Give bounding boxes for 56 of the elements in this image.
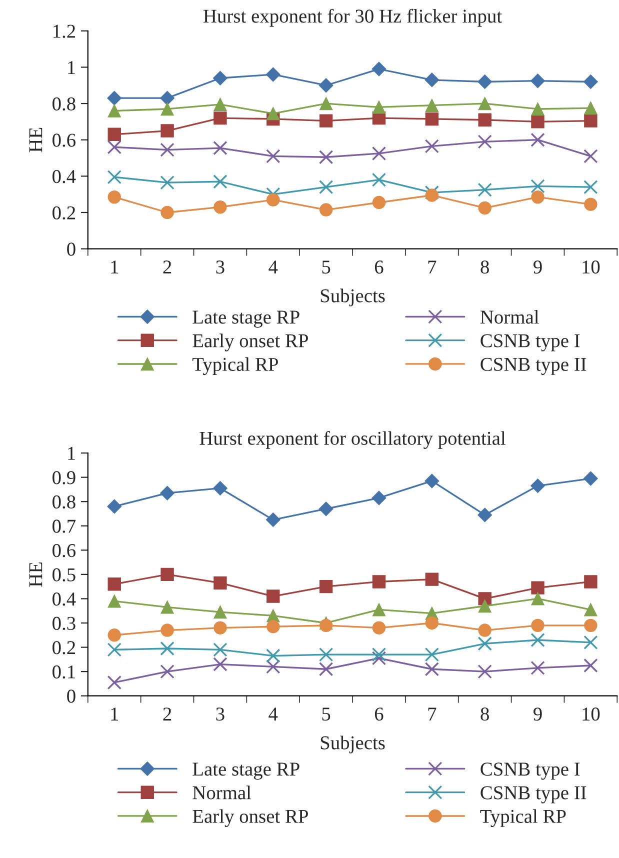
legend-label: Normal	[192, 786, 252, 800]
legend-label: CSNB type II	[480, 786, 586, 804]
y-tick-label: 0.8	[52, 495, 76, 509]
y-axis-title: HE	[29, 562, 42, 587]
x-tick-label: 9	[534, 708, 542, 721]
y-tick-label: 0.3	[52, 616, 76, 630]
x-tick-label: 5	[322, 708, 330, 721]
x-tick-label: 3	[216, 708, 224, 721]
y-tick-label: 0.5	[52, 568, 76, 582]
x-tick-label: 1	[111, 260, 118, 274]
legend-label: Late stage RP	[192, 310, 300, 328]
x-axis-title: Subjects	[320, 736, 385, 754]
y-tick-label: 0.6	[52, 134, 76, 147]
x-tick-label: 4	[268, 260, 278, 274]
legend-label: Early onset RP	[192, 809, 308, 827]
y-tick-label: 0.6	[52, 544, 76, 558]
x-tick-label: 6	[374, 260, 384, 274]
legend-label: CSNB type I	[480, 334, 580, 352]
x-tick-label: 8	[480, 260, 489, 274]
legend-label: Normal	[480, 310, 539, 324]
x-tick-label: 1	[111, 708, 118, 720]
x-tick-label: 10	[582, 260, 600, 274]
x-tick-label: 2	[163, 260, 172, 274]
y-tick-label: 0.4	[52, 170, 76, 184]
chart-title: Hurst exponent for 30 Hz flicker input	[204, 8, 502, 27]
y-tick-label: 0.7	[52, 520, 76, 533]
legend-label: Early onset RP	[192, 334, 308, 352]
y-tick-label: 0.8	[52, 97, 76, 111]
legend-label: CSNB type I	[480, 762, 580, 780]
legend-label: CSNB type II	[480, 358, 586, 375]
legend-label: Typical RP	[480, 809, 566, 827]
y-tick-label: 0.1	[52, 665, 75, 679]
y-tick-label: 0.2	[52, 206, 76, 220]
y-tick-label: 0.4	[52, 592, 76, 606]
legend-label: Late stage RP	[192, 762, 300, 780]
x-tick-label: 10	[582, 708, 600, 721]
x-tick-label: 9	[534, 260, 542, 274]
x-tick-label: 6	[374, 708, 384, 721]
x-tick-label: 2	[163, 708, 172, 720]
x-tick-label: 5	[322, 260, 330, 274]
y-tick-label: 0	[67, 690, 76, 703]
y-axis-title: HE	[29, 128, 42, 152]
x-tick-label: 3	[216, 260, 224, 274]
x-axis-title: Subjects	[320, 288, 385, 306]
x-tick-label: 4	[268, 708, 278, 720]
x-tick-label: 7	[428, 260, 436, 274]
y-tick-label: 1	[68, 446, 75, 460]
x-tick-label: 7	[428, 708, 436, 720]
y-tick-label: 1	[68, 61, 75, 74]
y-tick-label: 0.2	[52, 641, 76, 654]
y-tick-label: 0	[67, 242, 76, 256]
chart-title: Hurst exponent for oscillatory potential	[200, 431, 506, 449]
legend-label: Typical RP	[192, 357, 278, 375]
x-tick-label: 8	[480, 708, 489, 721]
y-tick-label: 1.2	[53, 24, 76, 38]
y-tick-label: 0.9	[52, 471, 76, 484]
